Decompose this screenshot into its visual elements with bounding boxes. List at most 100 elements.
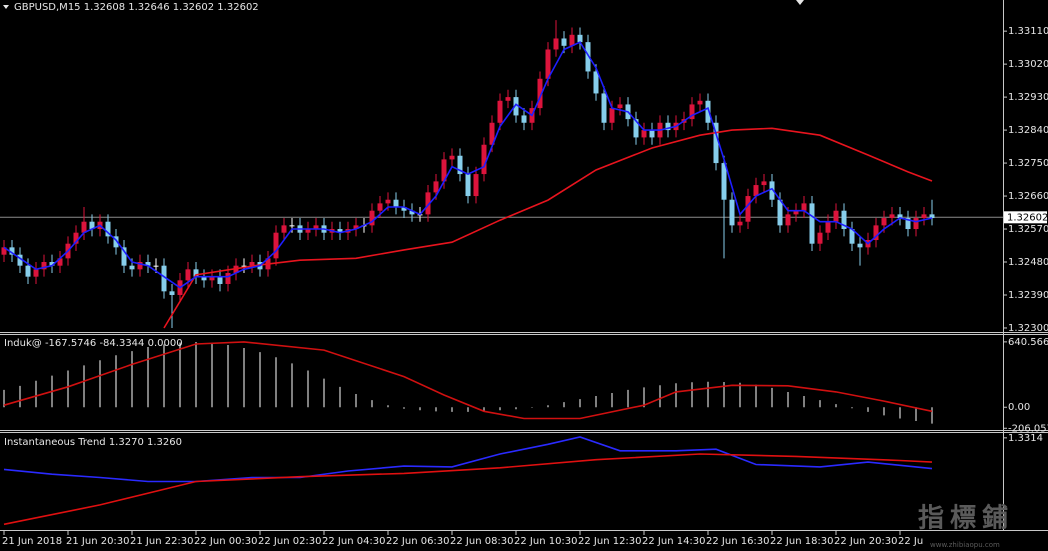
candle-body	[401, 207, 407, 211]
candle-body	[833, 210, 839, 222]
candle-body	[281, 225, 287, 233]
candle-body	[57, 258, 63, 266]
candle-body	[425, 192, 431, 215]
candle-body	[25, 265, 31, 277]
candle-body	[721, 163, 727, 200]
indicator-line	[3, 436, 933, 483]
x-tick-label: 22 Jun 06:30	[386, 536, 450, 547]
candle-body	[249, 262, 255, 266]
candle-body	[505, 97, 511, 101]
indicator-line	[163, 127, 933, 329]
candle-body	[769, 181, 775, 200]
candle-body	[337, 229, 343, 233]
candle-body	[553, 38, 559, 50]
candle-body	[713, 122, 719, 164]
candle-body	[73, 232, 79, 244]
candle-body	[841, 210, 847, 230]
candle-body	[825, 221, 831, 233]
x-tick-label: 22 Jun 10:30	[514, 536, 578, 547]
candle-body	[513, 97, 519, 116]
x-tick-label: 22 Jun 16:30	[706, 536, 770, 547]
candle-body	[17, 254, 23, 266]
candle-body	[489, 122, 495, 145]
candle-body	[617, 104, 623, 109]
candle-body	[241, 265, 247, 267]
candle-body	[593, 71, 599, 94]
x-tick-label: 22 Jun 18:30	[770, 536, 834, 547]
candle-body	[481, 144, 487, 175]
menu-arrow[interactable]	[3, 5, 9, 9]
candle-body	[809, 203, 815, 244]
candle-body	[473, 174, 479, 197]
candle-body	[561, 38, 567, 46]
y-tick-label: 1.32570	[1008, 224, 1048, 235]
candle-body	[729, 199, 735, 226]
candle-body	[777, 199, 783, 226]
candle-body	[857, 243, 863, 248]
candle-body	[441, 159, 447, 182]
candle-body	[305, 229, 311, 233]
candle-body	[225, 273, 231, 284]
candle-body	[393, 199, 399, 208]
candle-body	[433, 181, 439, 193]
candle-body	[753, 185, 759, 197]
indicator-line	[3, 453, 933, 526]
y-tick-label: 1.32930	[1008, 92, 1048, 103]
candle-body	[49, 262, 55, 266]
candle-body	[497, 100, 503, 123]
candle-body	[369, 210, 375, 226]
x-tick-label: 22 Jun 14:30	[642, 536, 706, 547]
x-tick-label: 22 Jun 08:30	[450, 536, 514, 547]
candle-body	[449, 155, 455, 160]
candle-body	[889, 214, 895, 219]
indicator-line	[3, 41, 933, 289]
x-tick-label: 21 Jun 20:30	[66, 536, 130, 547]
candle-body	[585, 42, 591, 72]
candle-body	[169, 291, 175, 295]
candle-body	[521, 115, 527, 123]
indicator-title: Induk@ -167.5746 -84.3344 0.0000	[4, 338, 183, 349]
y-tick-label: 0.00	[1008, 402, 1030, 413]
x-tick-label: 22 Jun 20:30	[834, 536, 898, 547]
candle-body	[185, 269, 191, 281]
candle-body	[201, 276, 207, 281]
candle-body	[377, 203, 383, 211]
candle-body	[1, 247, 7, 255]
x-tick-label: 21 Jun 22:30	[130, 536, 194, 547]
y-tick-label: 1.3314	[1008, 433, 1043, 444]
candle-body	[41, 262, 47, 270]
candle-body	[737, 221, 743, 226]
candle-body	[89, 221, 95, 230]
candle-body	[273, 232, 279, 259]
candle-body	[601, 93, 607, 123]
candle-body	[409, 210, 415, 215]
x-tick-label: 21 Jun 2018	[2, 536, 62, 547]
candle-body	[577, 34, 583, 43]
watermark: 指標鋪	[918, 503, 1014, 534]
x-tick-label: 22 Jun 02:30	[258, 536, 322, 547]
chart-title: GBPUSD,M15 1.32608 1.32646 1.32602 1.326…	[14, 2, 259, 13]
candle-body	[897, 214, 903, 219]
candle-body	[545, 49, 551, 79]
y-tick-label: 1.32660	[1008, 191, 1048, 202]
candle-body	[705, 100, 711, 123]
y-tick-label: 1.32840	[1008, 125, 1048, 136]
candle-body	[193, 269, 199, 277]
candle-body	[881, 218, 887, 226]
candle-body	[289, 225, 295, 227]
y-tick-label: 1.32390	[1008, 290, 1048, 301]
candle-body	[121, 247, 127, 266]
candle-body	[641, 130, 647, 138]
candle-body	[633, 119, 639, 138]
candle-body	[385, 199, 391, 204]
candle-body	[161, 265, 167, 292]
candle-body	[129, 265, 135, 270]
x-tick-label: 22 Ju	[898, 536, 923, 547]
y-tick-label: -206.0579	[1008, 423, 1048, 434]
candle-body	[105, 221, 111, 237]
candle-body	[745, 196, 751, 222]
candle-body	[873, 225, 879, 241]
scroll-marker	[796, 0, 804, 5]
